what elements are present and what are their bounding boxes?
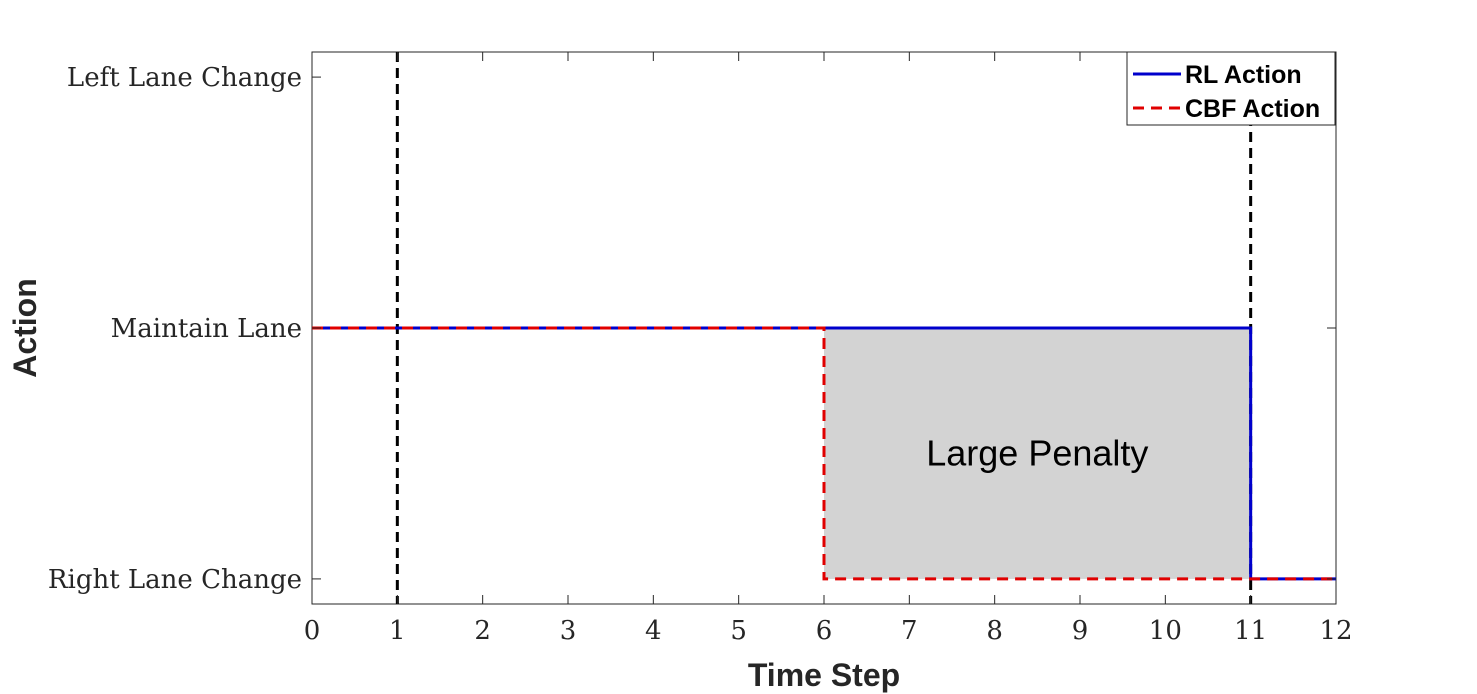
y-axis-label: Action (7, 278, 43, 378)
x-tick-label: 1 (389, 616, 406, 646)
x-tick-label: 6 (816, 616, 833, 646)
x-tick-label: 12 (1319, 616, 1352, 646)
x-tick-label: 5 (730, 616, 747, 646)
x-tick-label: 7 (901, 616, 918, 646)
x-tick-label: 8 (986, 616, 1003, 646)
legend-label: CBF Action (1185, 95, 1320, 123)
cbf-action-line (312, 326, 1336, 581)
legend-box (1126, 51, 1336, 126)
x-tick-label: 11 (1234, 616, 1267, 646)
legend: RL Action CBF Action (1126, 51, 1336, 126)
x-tick-label: 2 (474, 616, 491, 646)
y-tick-label: Left Lane Change (67, 63, 302, 93)
penalty-region (824, 328, 1251, 579)
x-tick-label: 3 (560, 616, 577, 646)
x-tick-label: 4 (645, 616, 662, 646)
penalty-region-label: Large Penalty (926, 432, 1148, 473)
y-tick-label: Maintain Lane (111, 314, 302, 344)
x-tick-label: 9 (1072, 616, 1089, 646)
legend-label: RL Action (1185, 61, 1302, 89)
y-tick-label: Right Lane Change (48, 565, 302, 595)
x-tick-label: 0 (304, 616, 321, 646)
x-axis-label: Time Step (748, 657, 900, 693)
x-tick-label: 10 (1149, 616, 1182, 646)
